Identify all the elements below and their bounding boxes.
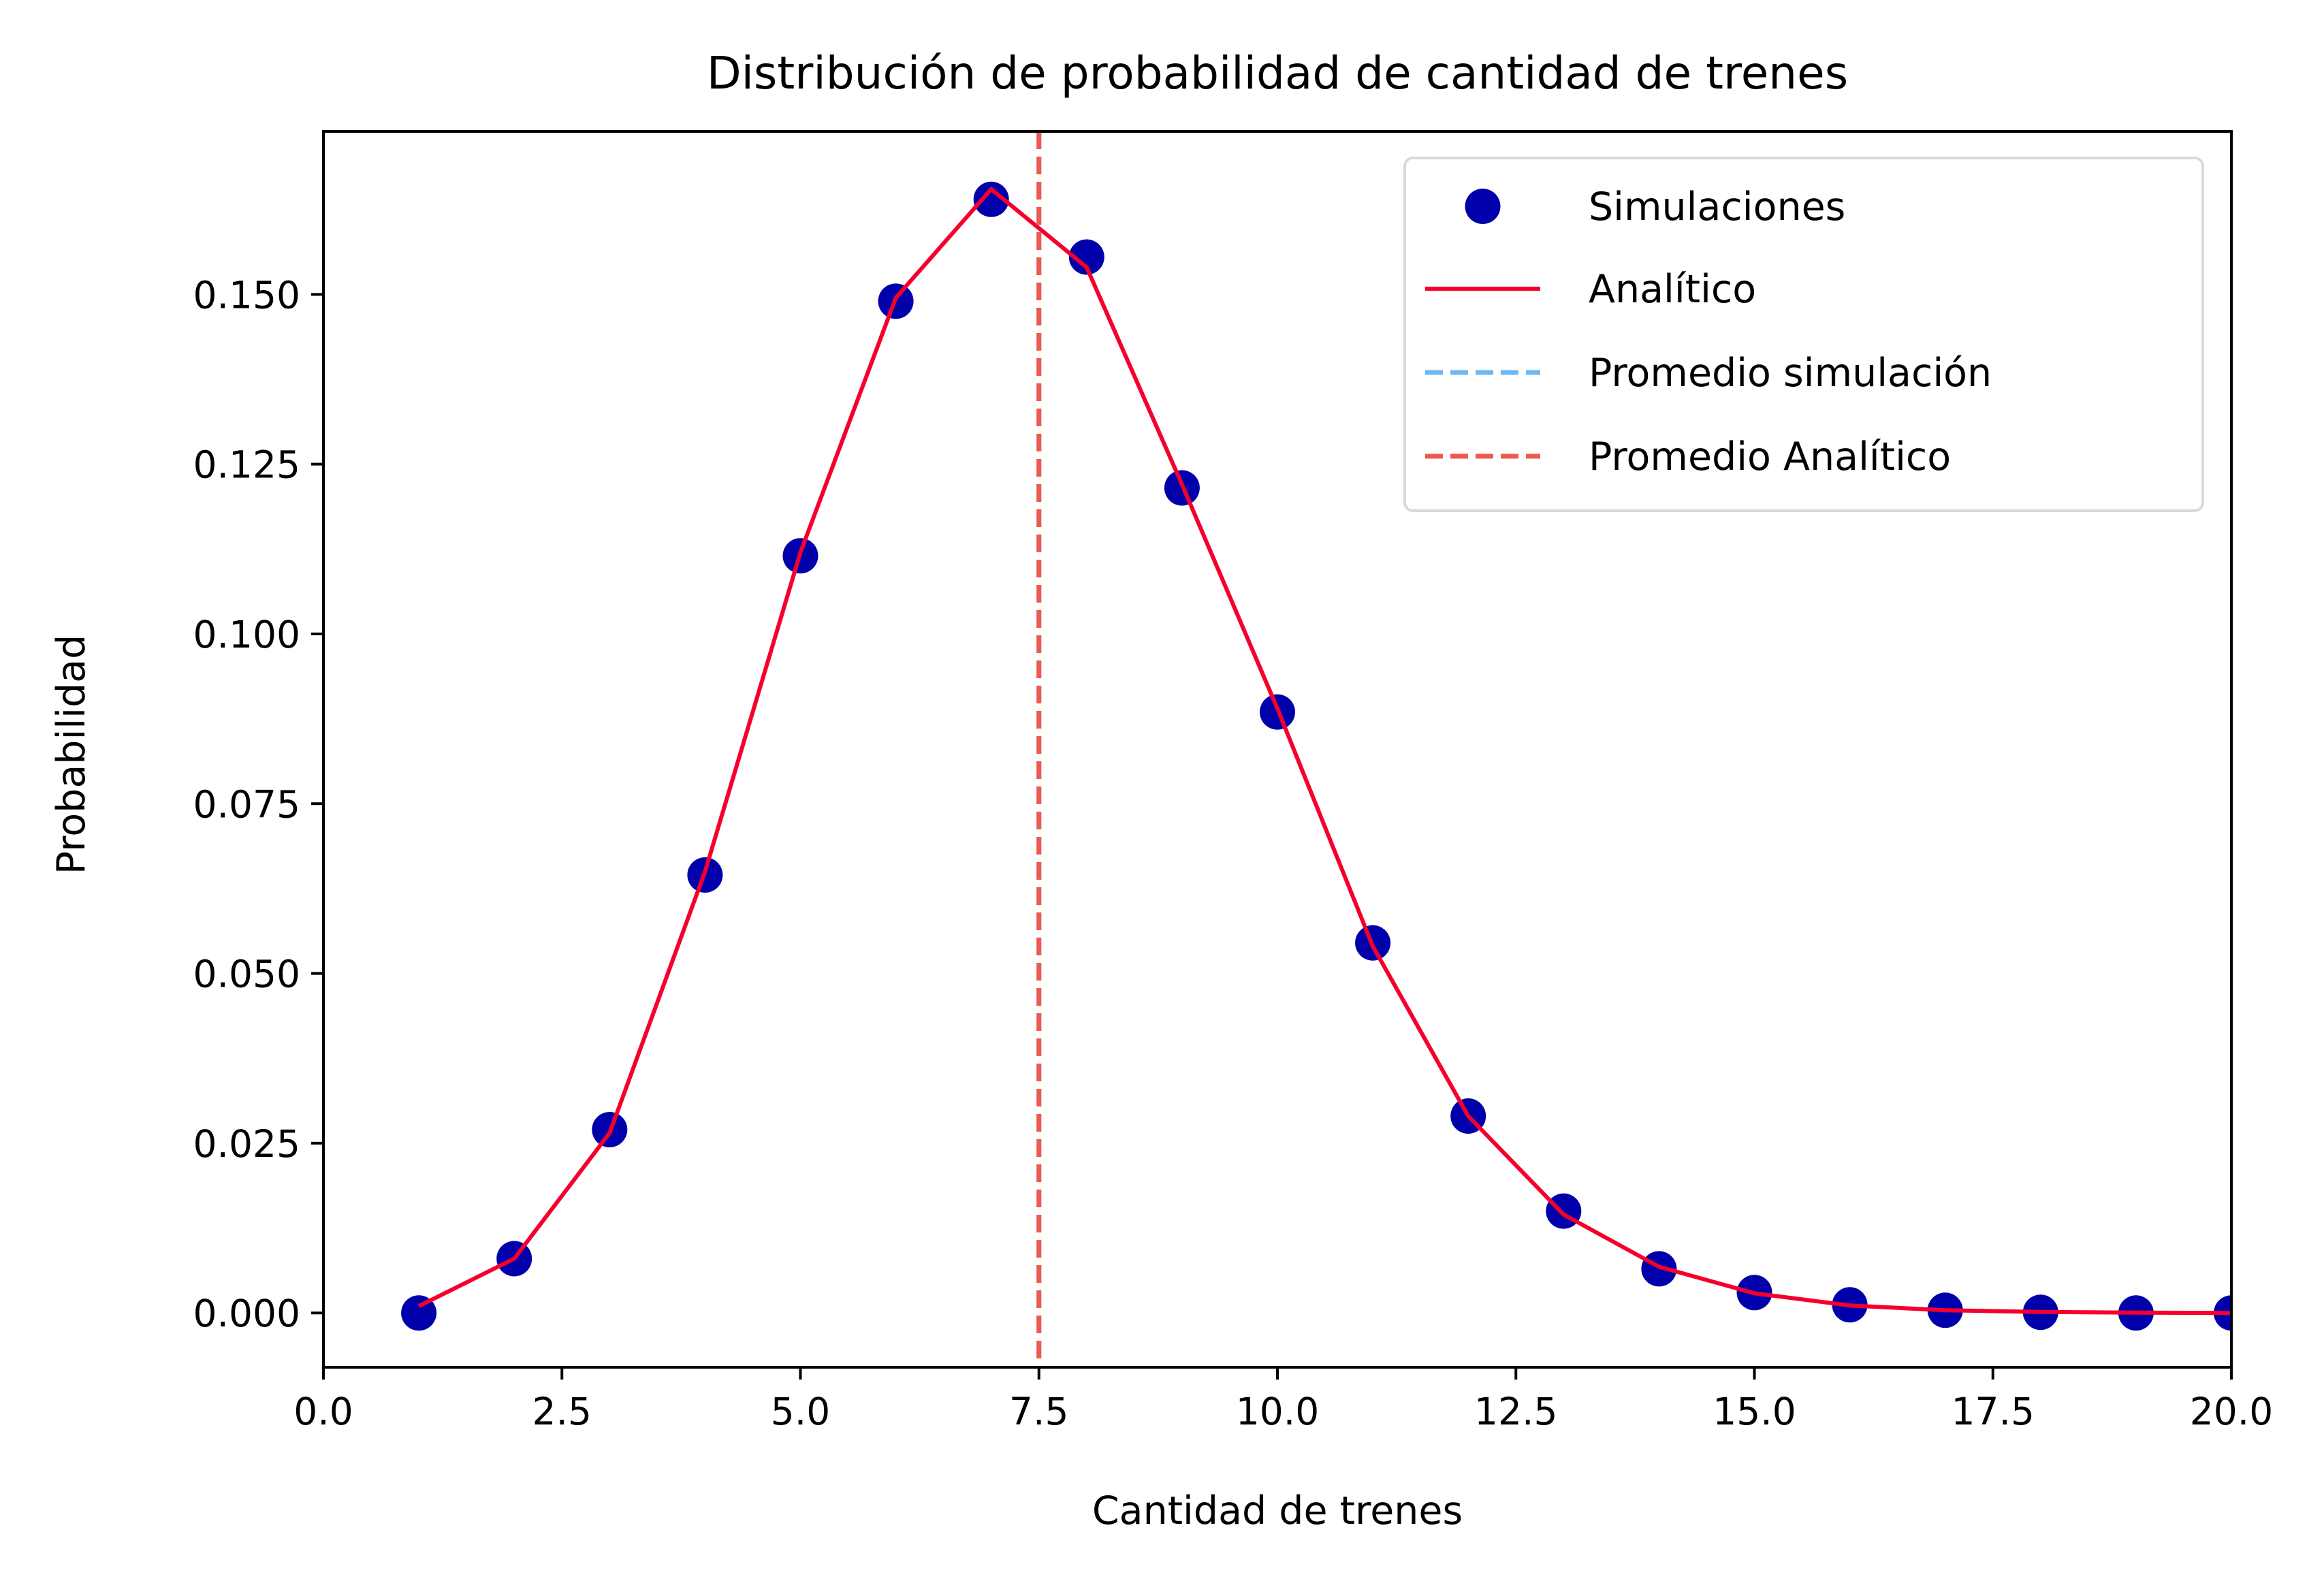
x-tick-label: 0.0	[293, 1390, 353, 1433]
y-tick-label: 0.100	[193, 613, 300, 656]
legend-item-simulaciones: Simulaciones	[1465, 185, 1845, 229]
legend-item-analitico: Analítico	[1425, 267, 1756, 312]
x-tick-label: 10.0	[1236, 1390, 1319, 1433]
x-tick-label: 12.5	[1474, 1390, 1557, 1433]
legend-label: Promedio Analítico	[1589, 434, 1951, 479]
y-tick-label: 0.075	[193, 782, 300, 826]
scatter-point-8	[1068, 239, 1104, 275]
legend-item-promedio-simulacion: Promedio simulación	[1425, 351, 1992, 396]
x-tick-label: 7.5	[1009, 1390, 1068, 1433]
plot-frame	[322, 130, 2233, 1369]
x-tick-label: 20.0	[2190, 1390, 2273, 1433]
x-tick-label: 17.5	[1952, 1390, 2035, 1433]
scatter-point-7	[973, 181, 1009, 217]
legend-marker	[1465, 189, 1501, 224]
x-tick-label: 5.0	[771, 1390, 830, 1433]
scatter-point-1	[401, 1295, 437, 1331]
legend-item-promedio-analitico: Promedio Analítico	[1425, 434, 1951, 479]
y-tick-label: 0.000	[193, 1292, 300, 1335]
y-tick-label: 0.050	[193, 953, 300, 996]
legend: Simulaciones Analítico Promedio simulación…	[1403, 157, 2204, 512]
chart-title: Distribución de probabilidad de cantidad…	[707, 47, 1848, 99]
legend-label: Analítico	[1589, 267, 1756, 312]
legend-label: Promedio simulación	[1589, 351, 1992, 396]
x-tick-label: 15.0	[1713, 1390, 1796, 1433]
x-axis-label: Cantidad de trenes	[1092, 1488, 1463, 1533]
y-tick-label: 0.025	[193, 1122, 300, 1166]
x-tick-label: 2.5	[532, 1390, 592, 1433]
y-tick-label: 0.125	[193, 443, 300, 487]
x-axis: 0.0 2.5 5.0 7.5 10.0 12.5 15.0 17.5 20.0	[293, 1367, 2273, 1433]
legend-label: Simulaciones	[1589, 185, 1845, 229]
y-tick-label: 0.150	[193, 273, 300, 317]
analytic-line	[417, 187, 2231, 1316]
legend-box	[1403, 157, 2204, 512]
y-axis-label: Probabilidad	[49, 635, 94, 875]
y-axis: 0.000 0.025 0.050 0.075 0.100 0.125 0.150	[193, 273, 323, 1335]
plot-area	[401, 131, 2231, 1367]
